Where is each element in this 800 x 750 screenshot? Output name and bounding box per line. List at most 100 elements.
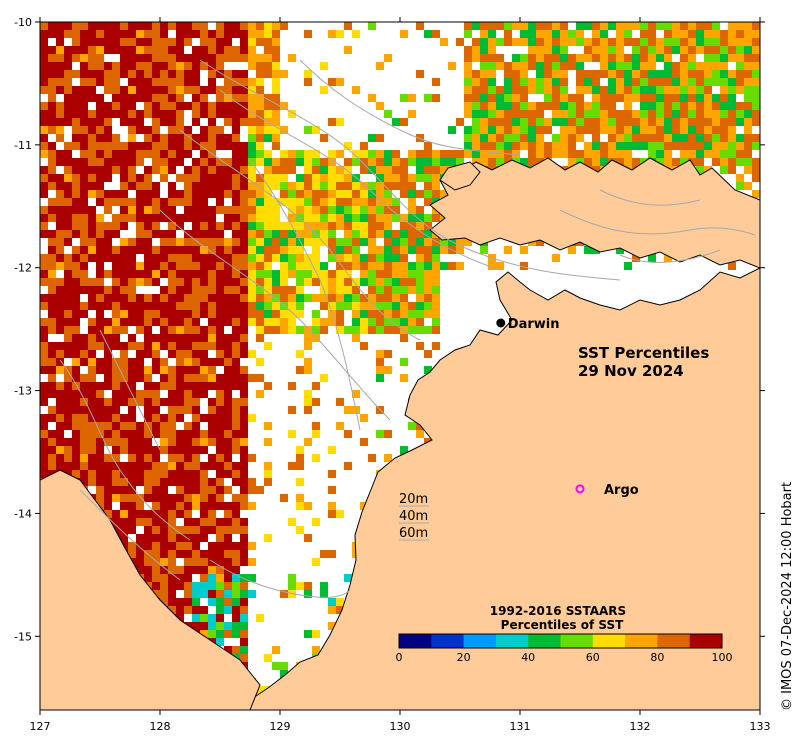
sst-cell <box>288 110 296 118</box>
sst-cell <box>232 70 240 78</box>
sst-cell <box>224 158 232 166</box>
sst-cell <box>224 246 232 254</box>
sst-cell <box>544 38 552 46</box>
sst-cell <box>96 198 104 206</box>
sst-cell <box>112 70 120 78</box>
sst-cell <box>584 110 592 118</box>
sst-cell <box>224 582 232 590</box>
sst-cell <box>464 102 472 110</box>
sst-cell <box>560 70 568 78</box>
sst-cell <box>64 174 72 182</box>
sst-cell <box>184 542 192 550</box>
sst-cell <box>128 38 136 46</box>
sst-cell <box>176 302 184 310</box>
sst-cell <box>168 126 176 134</box>
sst-cell <box>168 46 176 54</box>
sst-cell <box>232 238 240 246</box>
sst-cell <box>256 302 264 310</box>
sst-cell <box>528 126 536 134</box>
sst-cell <box>360 206 368 214</box>
sst-cell <box>120 350 128 358</box>
sst-cell <box>328 78 336 86</box>
sst-cell <box>528 118 536 126</box>
sst-cell <box>608 86 616 94</box>
sst-cell <box>128 454 136 462</box>
sst-cell <box>256 198 264 206</box>
sst-cell <box>432 30 440 38</box>
sst-cell <box>136 294 144 302</box>
sst-cell <box>64 390 72 398</box>
sst-cell <box>168 302 176 310</box>
sst-cell <box>120 326 128 334</box>
sst-cell <box>40 30 48 38</box>
sst-cell <box>392 254 400 262</box>
sst-cell <box>40 430 48 438</box>
sst-cell <box>240 30 248 38</box>
x-tick-label: 129 <box>270 720 291 733</box>
sst-cell <box>160 70 168 78</box>
sst-cell <box>376 374 384 382</box>
sst-cell <box>72 334 80 342</box>
sst-cell <box>216 238 224 246</box>
sst-cell <box>712 62 720 70</box>
sst-cell <box>232 598 240 606</box>
sst-cell <box>296 326 304 334</box>
sst-cell <box>152 70 160 78</box>
sst-cell <box>496 94 504 102</box>
sst-cell <box>272 254 280 262</box>
sst-cell <box>272 110 280 118</box>
sst-cell <box>376 294 384 302</box>
sst-cell <box>424 166 432 174</box>
sst-cell <box>392 230 400 238</box>
sst-cell <box>712 118 720 126</box>
sst-cell <box>104 198 112 206</box>
sst-cell <box>280 230 288 238</box>
sst-cell <box>416 270 424 278</box>
colorbar-ticks: 0 20 40 60 80 100 <box>396 651 733 664</box>
sst-cell <box>664 86 672 94</box>
sst-cell <box>360 270 368 278</box>
sst-cell <box>632 62 640 70</box>
sst-cell <box>80 374 88 382</box>
sst-cell <box>112 62 120 70</box>
sst-cell <box>240 118 248 126</box>
sst-cell <box>640 46 648 54</box>
sst-cell <box>744 78 752 86</box>
sst-cell <box>288 230 296 238</box>
sst-cell <box>96 342 104 350</box>
sst-cell <box>72 430 80 438</box>
sst-cell <box>104 398 112 406</box>
sst-cell <box>392 278 400 286</box>
sst-cell <box>600 150 608 158</box>
sst-cell <box>744 182 752 190</box>
sst-cell <box>232 150 240 158</box>
sst-cell <box>136 238 144 246</box>
sst-cell <box>408 238 416 246</box>
sst-cell <box>320 222 328 230</box>
sst-cell <box>304 406 312 414</box>
sst-cell <box>240 494 248 502</box>
sst-cell <box>512 86 520 94</box>
sst-cell <box>104 190 112 198</box>
sst-cell <box>376 174 384 182</box>
sst-cell <box>224 566 232 574</box>
sst-cell <box>144 446 152 454</box>
sst-cell <box>432 286 440 294</box>
sst-cell <box>72 374 80 382</box>
sst-cell <box>560 118 568 126</box>
sst-cell <box>536 78 544 86</box>
sst-cell <box>216 454 224 462</box>
sst-cell <box>256 270 264 278</box>
sst-cell <box>208 30 216 38</box>
sst-cell <box>200 278 208 286</box>
sst-cell <box>96 166 104 174</box>
sst-cell <box>536 30 544 38</box>
sst-cell <box>40 174 48 182</box>
sst-cell <box>296 158 304 166</box>
sst-cell <box>144 534 152 542</box>
sst-cell <box>192 174 200 182</box>
sst-cell <box>112 430 120 438</box>
sst-cell <box>480 110 488 118</box>
sst-cell <box>104 318 112 326</box>
sst-cell <box>184 238 192 246</box>
